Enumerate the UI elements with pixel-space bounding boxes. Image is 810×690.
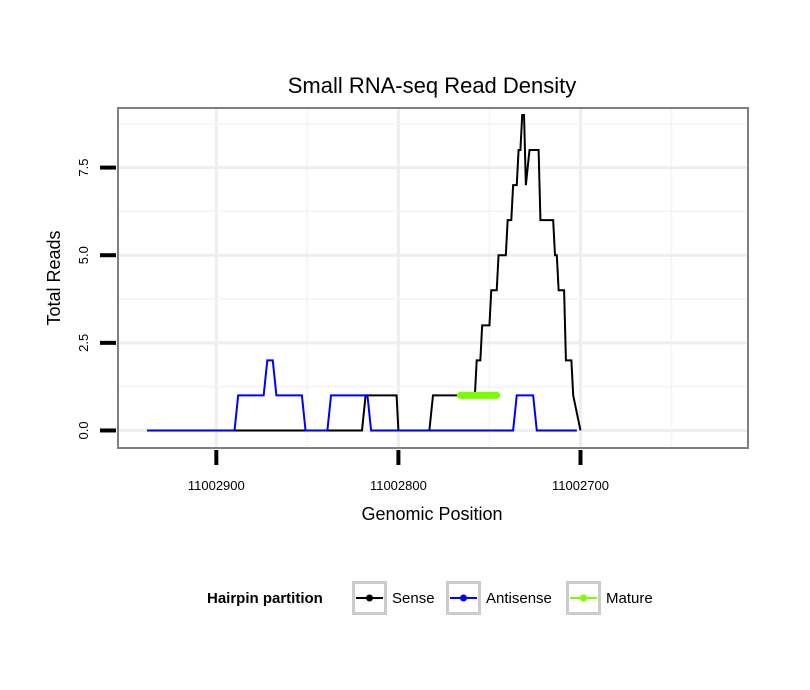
legend-key-point: [460, 594, 467, 602]
legend-label-mature: Mature: [606, 590, 653, 607]
legend-label-sense: Sense: [392, 590, 435, 607]
plot-border: [117, 107, 749, 449]
legend-key-point: [580, 594, 587, 602]
x-tick-label: 11002900: [188, 478, 245, 493]
y-axis: 0.0 2.5 5.0 7.5: [76, 159, 116, 440]
series-line-antisense: [147, 359, 577, 432]
legend-key-point: [366, 594, 373, 602]
plot-background: [118, 108, 748, 448]
legend-label-antisense: Antisense: [486, 590, 552, 607]
legend-title: Hairpin partition: [207, 590, 323, 607]
y-tick-label: 0.0: [76, 421, 91, 439]
x-axis: 11002900 11002800 11002700: [188, 450, 609, 493]
y-tick-label: 2.5: [76, 334, 91, 352]
chart-title: Small RNA-seq Read Density: [288, 73, 577, 98]
legend: Hairpin partition Sense Antisense Mature: [207, 581, 653, 615]
series-line-sense: [147, 114, 582, 432]
x-axis-title: Genomic Position: [361, 504, 502, 524]
legend-items: Sense Antisense Mature: [352, 581, 653, 615]
y-tick-label: 7.5: [76, 159, 91, 177]
x-tick-label: 11002800: [370, 478, 427, 493]
x-tick-label: 11002700: [552, 478, 609, 493]
y-axis-title: Total Reads: [44, 230, 64, 325]
y-tick-label: 5.0: [76, 246, 91, 264]
series-group: [147, 114, 582, 432]
